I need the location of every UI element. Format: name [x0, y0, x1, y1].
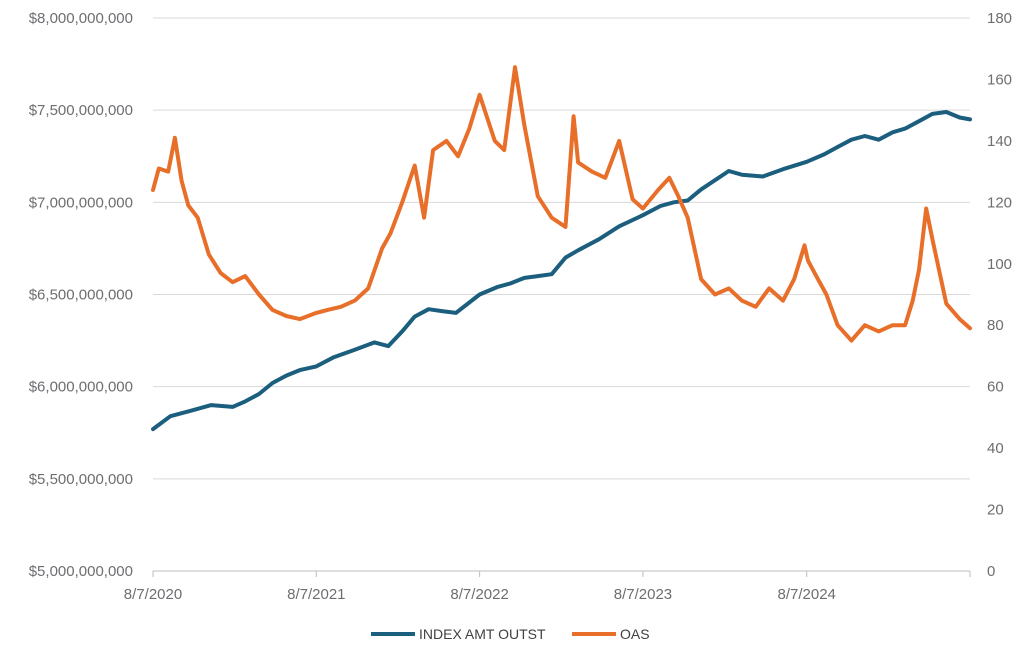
- right-y-tick-label: 0: [987, 563, 995, 580]
- right-y-tick-label: 180: [987, 10, 1012, 27]
- series-lines: [151, 65, 972, 432]
- left-y-tick-label: $5,000,000,000: [29, 563, 133, 580]
- left-y-tick-label: $5,500,000,000: [29, 471, 133, 488]
- series-line-index-amt-outst: [151, 110, 972, 432]
- series-line-oas: [151, 65, 972, 343]
- left-y-tick-label: $8,000,000,000: [29, 10, 133, 27]
- x-tick-label: 8/7/2023: [614, 586, 672, 603]
- right-y-tick-label: 100: [987, 256, 1012, 273]
- x-tick-label: 8/7/2021: [287, 586, 345, 603]
- legend-label: OAS: [620, 626, 650, 642]
- right-y-axis-tick-labels: 0 20 40 60 80 100 120 140 160 180: [987, 10, 1012, 580]
- right-y-tick-label: 40: [987, 440, 1004, 457]
- left-y-tick-label: $6,000,000,000: [29, 379, 133, 396]
- axes: [152, 570, 971, 577]
- x-tick-label: 8/7/2022: [450, 586, 508, 603]
- left-y-tick-label: $7,000,000,000: [29, 194, 133, 211]
- legend-label: INDEX AMT OUTST: [419, 626, 546, 642]
- right-y-tick-label: 20: [987, 502, 1004, 519]
- x-tick-label: 8/7/2020: [124, 586, 182, 603]
- right-y-tick-label: 60: [987, 379, 1004, 396]
- right-y-tick-label: 120: [987, 194, 1012, 211]
- right-y-tick-label: 80: [987, 317, 1004, 334]
- left-y-tick-label: $7,500,000,000: [29, 102, 133, 119]
- x-axis-tick-labels: 8/7/2020 8/7/2021 8/7/2022 8/7/2023 8/7/2024: [124, 586, 836, 603]
- legend: INDEX AMT OUTST OAS: [371, 626, 650, 642]
- left-y-axis-tick-labels: $5,000,000,000 $5,500,000,000 $6,000,000,0…: [29, 10, 133, 580]
- gridlines: [153, 17, 970, 480]
- right-y-tick-label: 160: [987, 71, 1012, 88]
- right-y-tick-label: 140: [987, 133, 1012, 150]
- left-y-tick-label: $6,500,000,000: [29, 287, 133, 304]
- x-tick-label: 8/7/2024: [777, 586, 835, 603]
